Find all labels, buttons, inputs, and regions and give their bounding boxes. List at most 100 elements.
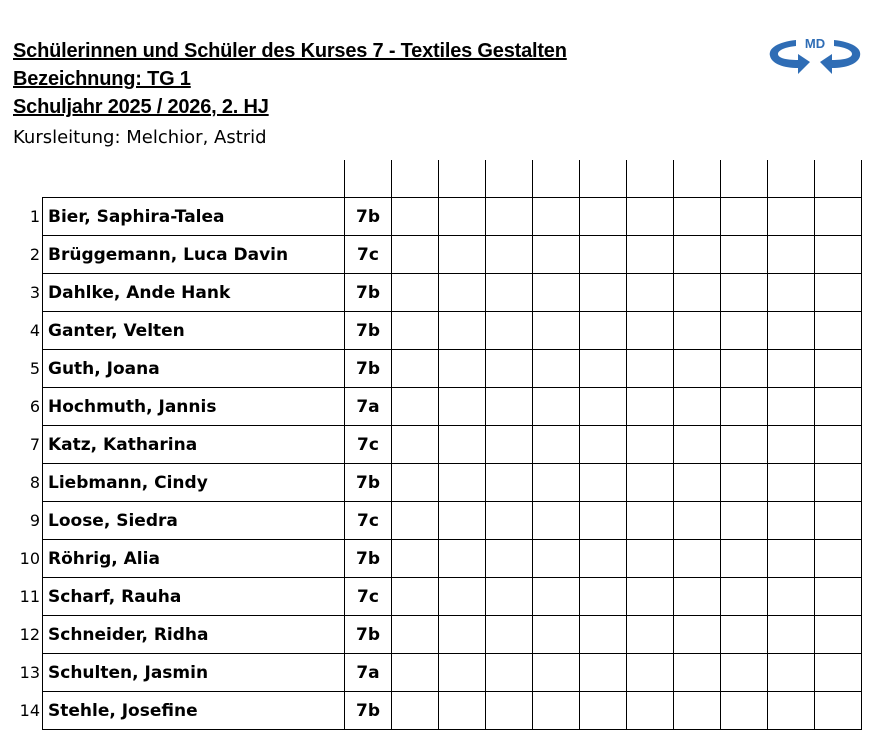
empty-cell (814, 577, 862, 616)
empty-cell (485, 273, 533, 312)
empty-cell (626, 501, 674, 540)
empty-cell (767, 615, 815, 654)
empty-cell (767, 349, 815, 388)
empty-cell (626, 235, 674, 274)
row-number: 13 (19, 663, 40, 682)
course-designation: Bezeichnung: TG 1 (13, 68, 191, 90)
empty-cell (579, 387, 627, 426)
empty-cell (814, 311, 862, 350)
empty-cell (673, 197, 721, 236)
empty-cell (767, 577, 815, 616)
empty-cell (391, 311, 439, 350)
empty-cell (391, 349, 439, 388)
row-number: 4 (29, 321, 40, 340)
empty-cell (485, 653, 533, 692)
row-number: 9 (29, 511, 40, 530)
empty-cell (485, 197, 533, 236)
empty-cell (485, 349, 533, 388)
empty-cell (438, 539, 486, 578)
student-class: 7b (344, 197, 392, 236)
empty-cell (391, 387, 439, 426)
empty-cell (767, 387, 815, 426)
empty-cell (438, 387, 486, 426)
md-logo-icon: MD (769, 36, 861, 74)
empty-cell (579, 653, 627, 692)
empty-cell (391, 577, 439, 616)
empty-cell (814, 539, 862, 578)
empty-cell (626, 349, 674, 388)
empty-cell (485, 235, 533, 274)
empty-cell (767, 653, 815, 692)
empty-cell (485, 615, 533, 654)
empty-cell (485, 577, 533, 616)
student-table: 1 Bier, Saphira-Talea 7b 2 Brüggemann, Lu… (13, 160, 862, 730)
empty-cell (391, 691, 439, 730)
empty-cell (814, 691, 862, 730)
empty-cell (720, 425, 768, 464)
empty-cell (438, 463, 486, 502)
empty-cell (438, 273, 486, 312)
student-class: 7b (344, 615, 392, 654)
row-number: 6 (29, 397, 40, 416)
student-name: Schneider, Ridha (42, 615, 345, 654)
empty-cell (438, 349, 486, 388)
empty-cell (720, 273, 768, 312)
table-row: 2 Brüggemann, Luca Davin 7c (13, 235, 862, 274)
empty-cell (438, 691, 486, 730)
empty-cell (391, 615, 439, 654)
empty-cell (579, 539, 627, 578)
student-class: 7c (344, 235, 392, 274)
header-row (13, 160, 862, 198)
empty-cell (626, 463, 674, 502)
empty-cell (673, 539, 721, 578)
empty-cell (391, 425, 439, 464)
empty-cell (438, 615, 486, 654)
empty-cell (720, 691, 768, 730)
student-class: 7b (344, 539, 392, 578)
student-name: Dahlke, Ande Hank (42, 273, 345, 312)
row-number: 1 (29, 207, 40, 226)
table-row: 4 Ganter, Velten 7b (13, 311, 862, 350)
empty-cell (626, 577, 674, 616)
empty-cell (485, 311, 533, 350)
empty-cell (626, 425, 674, 464)
empty-cell (579, 615, 627, 654)
student-name: Bier, Saphira-Talea (42, 197, 345, 236)
table-row: 13 Schulten, Jasmin 7a (13, 653, 862, 692)
empty-cell (626, 653, 674, 692)
empty-cell (626, 197, 674, 236)
student-class: 7a (344, 653, 392, 692)
empty-cell (532, 197, 580, 236)
empty-cell (673, 501, 721, 540)
empty-cell (532, 311, 580, 350)
table-row: 8 Liebmann, Cindy 7b (13, 463, 862, 502)
empty-cell (532, 653, 580, 692)
svg-text:MD: MD (805, 36, 825, 51)
empty-cell (814, 653, 862, 692)
student-class: 7a (344, 387, 392, 426)
student-class: 7b (344, 311, 392, 350)
empty-cell (391, 653, 439, 692)
student-name: Loose, Siedra (42, 501, 345, 540)
empty-cell (673, 273, 721, 312)
empty-cell (438, 197, 486, 236)
empty-cell (720, 387, 768, 426)
empty-cell (626, 387, 674, 426)
empty-cell (814, 273, 862, 312)
table-row: 11 Scharf, Rauha 7c (13, 577, 862, 616)
empty-cell (767, 463, 815, 502)
student-class: 7c (344, 501, 392, 540)
empty-cell (720, 311, 768, 350)
table-row: 3 Dahlke, Ande Hank 7b (13, 273, 862, 312)
row-number: 3 (29, 283, 40, 302)
empty-cell (485, 501, 533, 540)
empty-cell (438, 653, 486, 692)
student-class: 7c (344, 577, 392, 616)
empty-cell (438, 425, 486, 464)
empty-cell (720, 615, 768, 654)
empty-cell (720, 539, 768, 578)
empty-cell (532, 577, 580, 616)
student-name: Röhrig, Alia (42, 539, 345, 578)
empty-cell (814, 197, 862, 236)
empty-cell (767, 425, 815, 464)
